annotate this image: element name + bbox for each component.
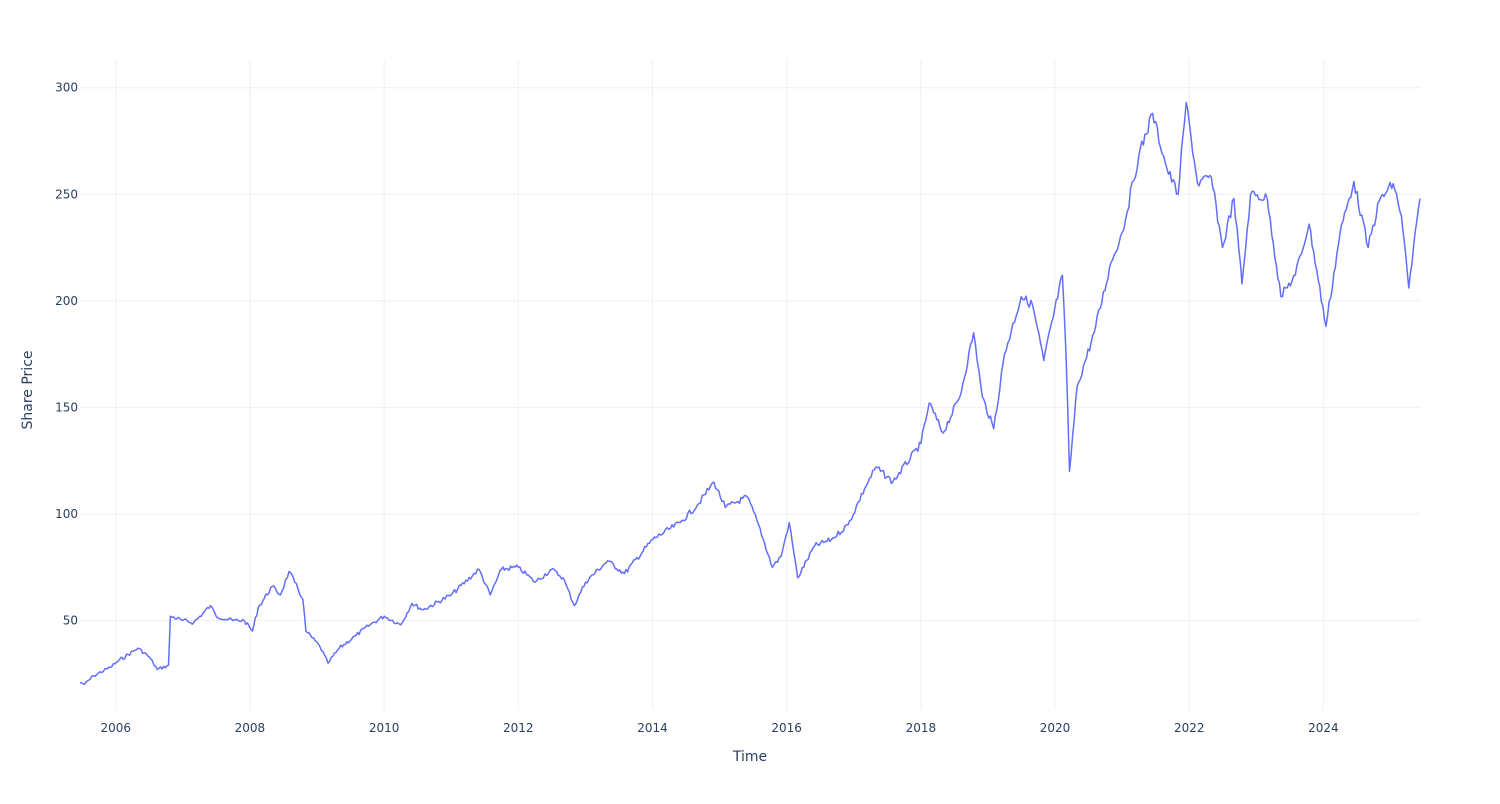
x-tick-label: 2010 [369,721,400,735]
x-tick-label: 2020 [1040,721,1071,735]
y-tick-label: 150 [55,400,78,414]
x-tick-label: 2014 [637,721,668,735]
share-price-line [79,101,1421,686]
y-tick-label: 50 [63,613,78,627]
x-tick-label: 2006 [101,721,132,735]
y-axis-title: Share Price [20,350,36,429]
x-axis-title: Time [732,749,767,765]
grid [80,60,1420,710]
x-tick-label: 2022 [1174,721,1205,735]
x-tick-label: 2018 [906,721,937,735]
x-axis-ticks: 2006 2008 2010 2012 2014 2016 2018 2020 2022 2024 [101,721,1339,735]
y-axis-ticks: 50 100 150 200 250 300 [55,81,78,628]
y-tick-label: 100 [55,507,78,521]
y-tick-label: 200 [55,294,78,308]
series-layer [79,101,1421,686]
y-tick-label: 300 [55,81,78,95]
x-tick-label: 2016 [771,721,802,735]
y-tick-label: 250 [55,187,78,201]
x-tick-label: 2012 [503,721,534,735]
x-tick-label: 2008 [235,721,266,735]
x-tick-label: 2024 [1308,721,1339,735]
